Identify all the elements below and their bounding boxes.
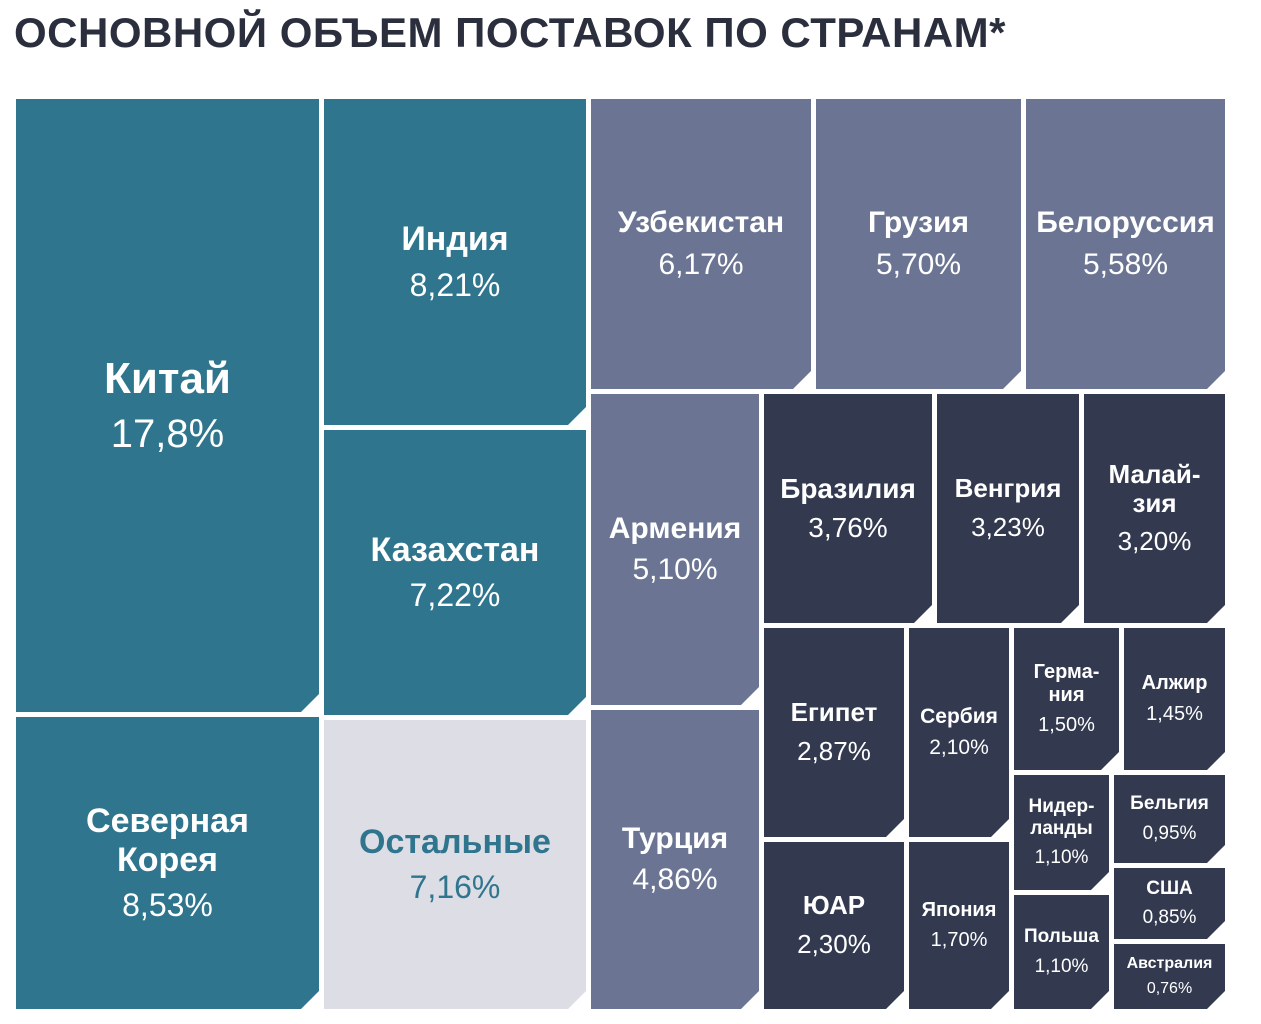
tile-country-label: Герма- ния: [1033, 661, 1100, 706]
tile-value-label: 2,30%: [797, 928, 871, 959]
tile-value-label: 1,70%: [930, 929, 988, 952]
tile-country-label: Нидер- ланды: [1028, 796, 1095, 839]
treemap-tile: Сербия 2,10%: [909, 628, 1009, 837]
treemap-tile: Польша 1,10%: [1014, 895, 1109, 1009]
tile-value-label: 0,85%: [1142, 907, 1197, 929]
tile-country-label: ЮАР: [802, 890, 866, 921]
tile-value-label: 0,76%: [1146, 980, 1193, 998]
tile-country-label: Австралия: [1126, 954, 1213, 972]
tile-country-label: Алжир: [1141, 672, 1208, 695]
tile-value-label: 8,53%: [122, 886, 213, 923]
treemap-tile: Малай- зия 3,20%: [1084, 394, 1225, 623]
tile-country-label: Индия: [401, 220, 509, 259]
tile-country-label: Грузия: [868, 206, 969, 240]
treemap-tile: Австралия 0,76%: [1114, 944, 1225, 1009]
tile-country-label: Польша: [1024, 926, 1099, 948]
tile-value-label: 2,10%: [929, 736, 989, 760]
tile-country-label: Сербия: [920, 704, 998, 728]
treemap-tile: США 0,85%: [1114, 868, 1225, 939]
tile-value-label: 3,20%: [1117, 526, 1192, 557]
tile-value-label: 5,70%: [875, 247, 962, 281]
tile-country-label: Китай: [104, 354, 231, 404]
chart-title: ОСНОВНОЙ ОБЪЕМ ПОСТАВОК ПО СТРАНАМ*: [14, 9, 1006, 56]
tile-value-label: 3,76%: [808, 512, 888, 544]
treemap-tile: Китай 17,8%: [16, 99, 319, 712]
tile-country-label: США: [1146, 877, 1193, 899]
tile-country-label: Узбекистан: [617, 206, 785, 240]
tile-value-label: 8,21%: [409, 266, 501, 303]
tile-country-label: Казахстан: [370, 530, 540, 569]
tile-country-label: Япония: [921, 898, 997, 921]
tile-value-label: 7,22%: [409, 577, 501, 614]
treemap-tile: Индия 8,21%: [324, 99, 586, 425]
tile-value-label: 4,86%: [632, 863, 718, 897]
tile-value-label: 7,16%: [409, 869, 501, 906]
treemap-tile: Турция 4,86%: [591, 710, 759, 1009]
treemap-tile: Алжир 1,45%: [1124, 628, 1225, 770]
treemap-tile: Египет 2,87%: [764, 628, 904, 837]
tile-value-label: 1,50%: [1038, 713, 1095, 736]
treemap-tile: Казахстан 7,22%: [324, 430, 586, 715]
tile-country-label: Белоруссия: [1036, 206, 1215, 240]
treemap-tile: Герма- ния 1,50%: [1014, 628, 1119, 770]
tile-value-label: 5,58%: [1082, 247, 1169, 281]
tile-value-label: 5,10%: [632, 553, 718, 587]
tile-value-label: 6,17%: [658, 247, 744, 281]
treemap-tile: Северная Корея 8,53%: [16, 717, 319, 1009]
tile-value-label: 0,95%: [1142, 822, 1197, 844]
tile-value-label: 1,10%: [1034, 846, 1089, 868]
tile-value-label: 3,23%: [971, 511, 1045, 542]
tile-value-label: 1,10%: [1034, 955, 1089, 977]
tile-value-label: 17,8%: [110, 411, 225, 456]
treemap-tile: Армения 5,10%: [591, 394, 759, 705]
tile-country-label: Венгрия: [954, 473, 1062, 504]
treemap-tile: Япония 1,70%: [909, 842, 1009, 1009]
tile-value-label: 2,87%: [797, 735, 871, 766]
tile-country-label: Бельгия: [1130, 793, 1209, 815]
treemap-tile: Белоруссия 5,58%: [1026, 99, 1225, 389]
tile-country-label: Остальные: [359, 822, 551, 861]
treemap-tile: Узбекистан 6,17%: [591, 99, 811, 389]
tile-country-label: Малай- зия: [1108, 458, 1201, 518]
tile-value-label: 1,45%: [1146, 702, 1203, 725]
tile-country-label: Бразилия: [780, 472, 916, 504]
tile-country-label: Северная Корея: [86, 802, 249, 879]
treemap-tile: Бразилия 3,76%: [764, 394, 932, 623]
tile-country-label: Армения: [608, 511, 742, 545]
treemap-tile: Венгрия 3,23%: [937, 394, 1079, 623]
treemap-tile: ЮАР 2,30%: [764, 842, 904, 1009]
treemap-tile: Остальные 7,16%: [324, 720, 586, 1009]
treemap-tile: Грузия 5,70%: [816, 99, 1021, 389]
tile-country-label: Турция: [621, 821, 729, 855]
treemap-tile: Бельгия 0,95%: [1114, 775, 1225, 863]
tile-country-label: Египет: [790, 697, 878, 728]
treemap-tile: Нидер- ланды 1,10%: [1014, 775, 1109, 890]
